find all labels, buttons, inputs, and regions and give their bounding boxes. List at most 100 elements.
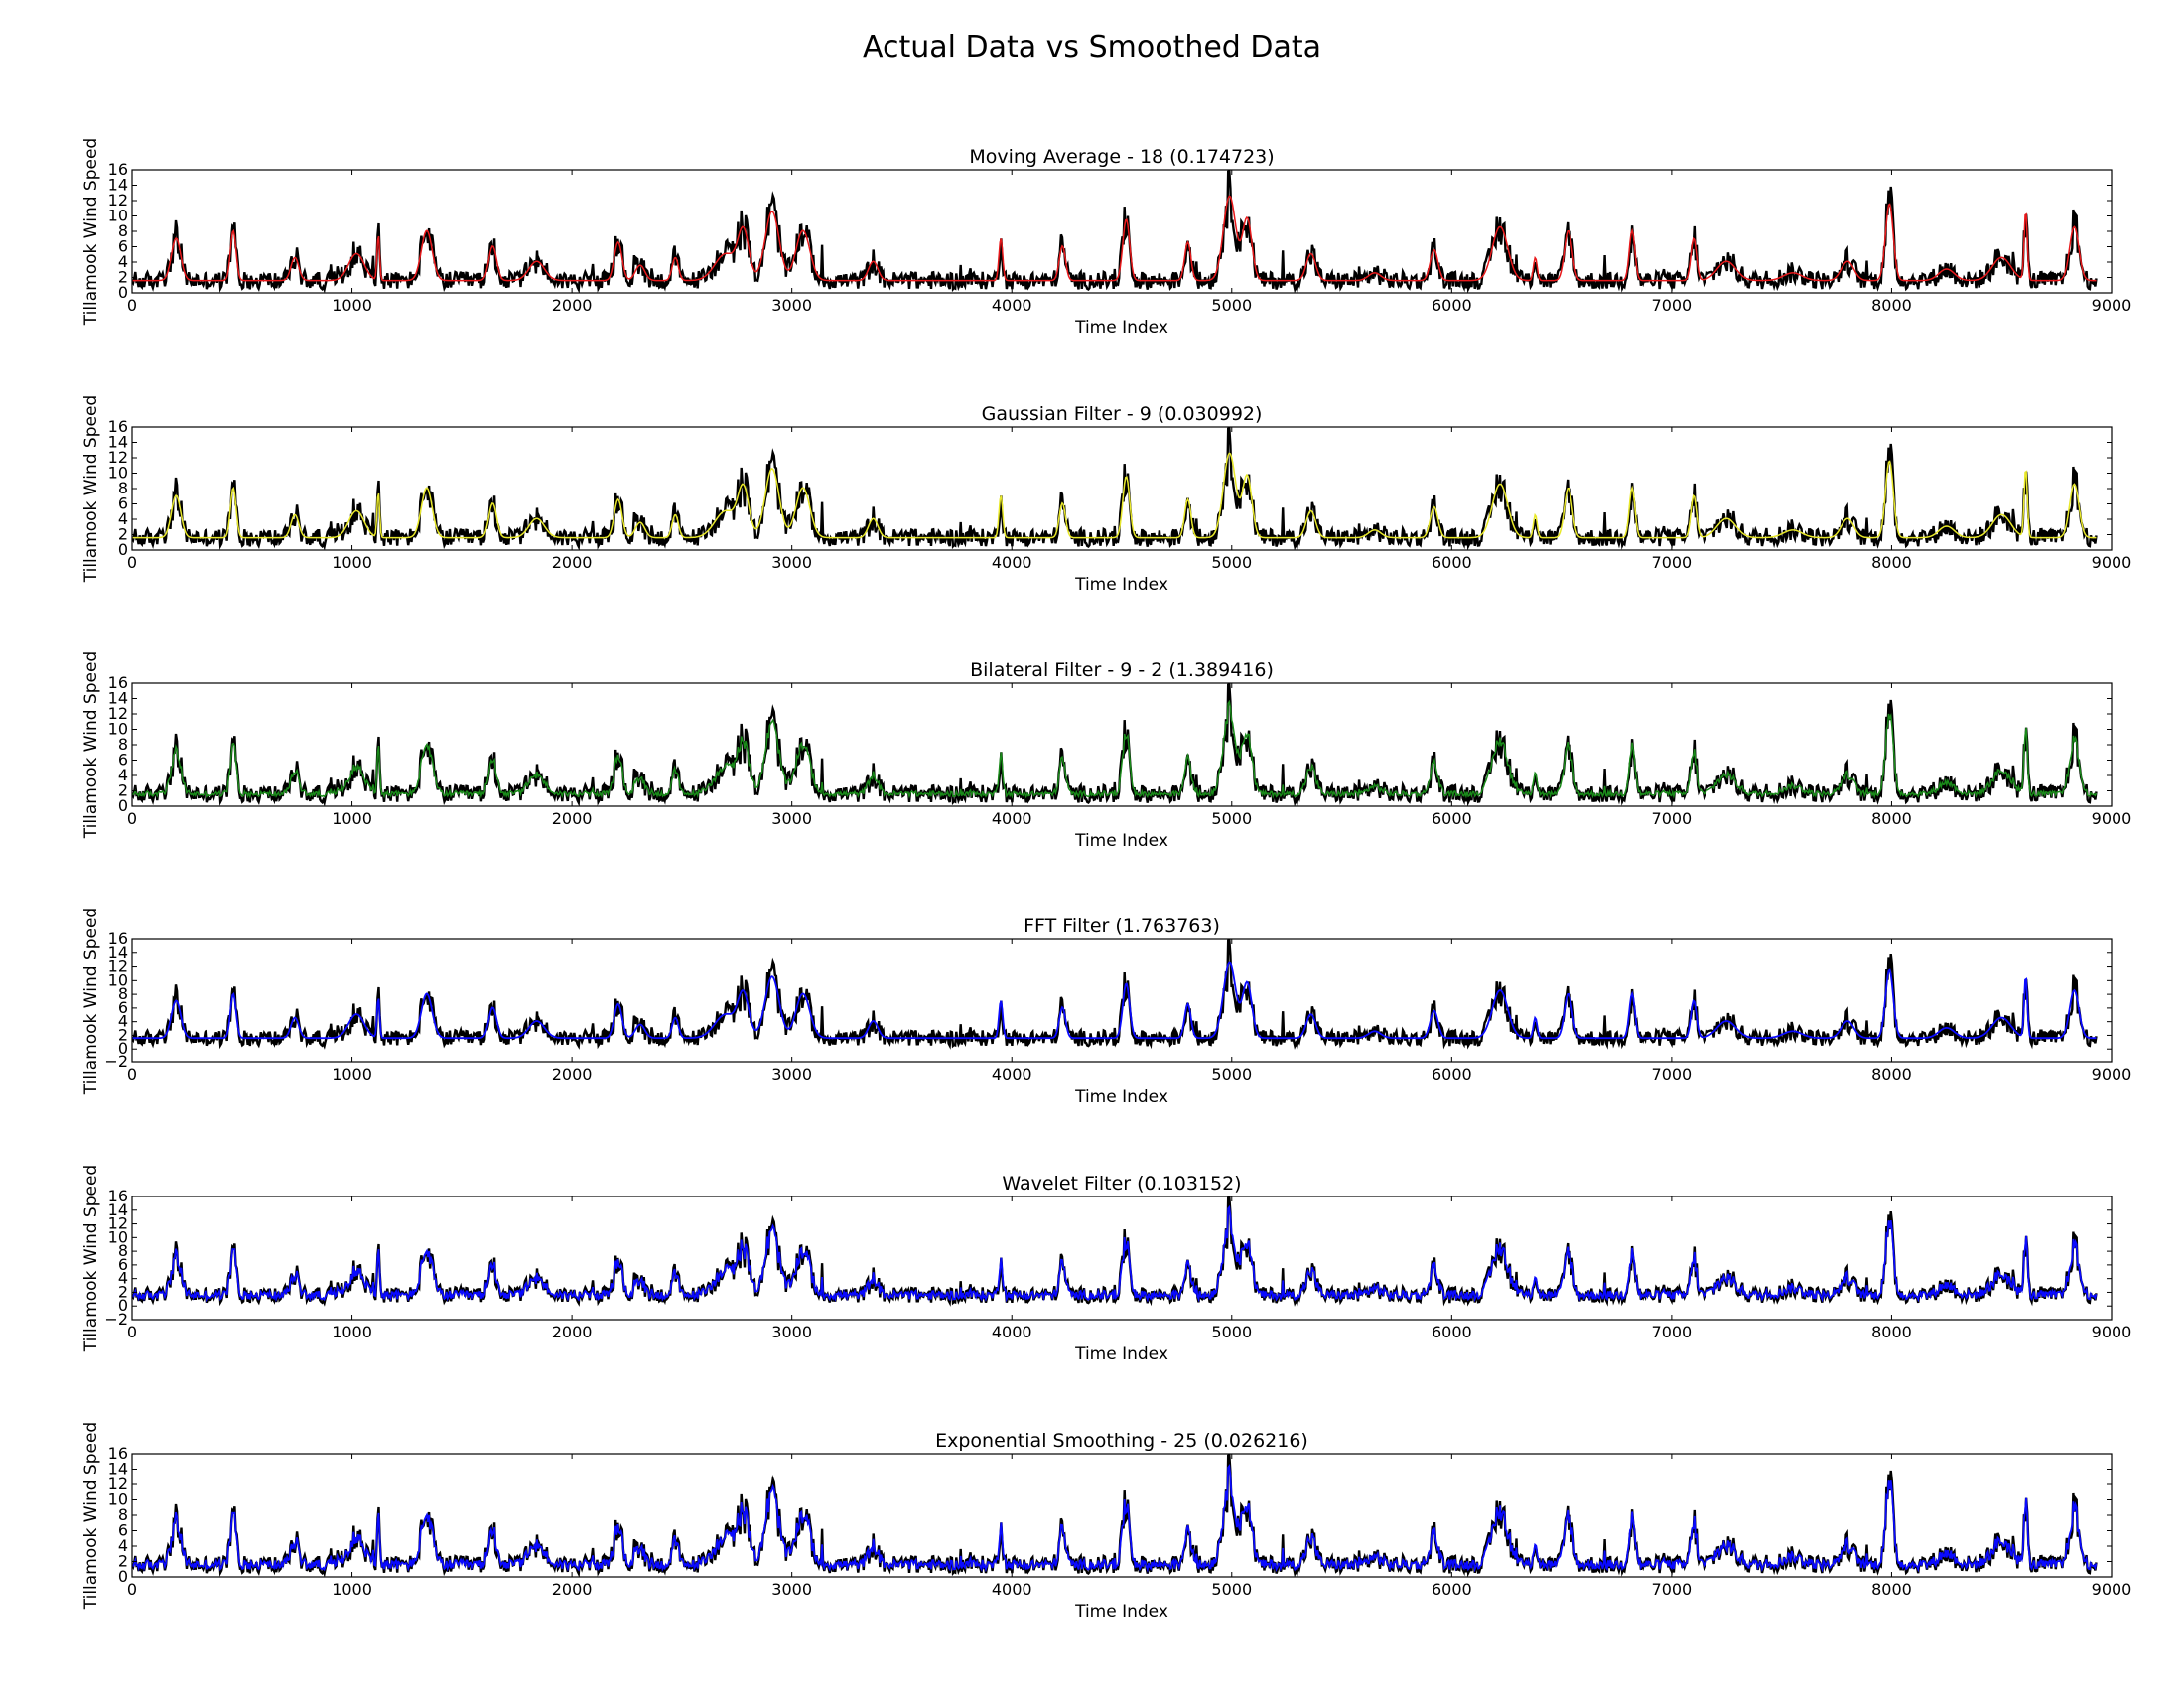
x-tick-label: 1000: [332, 1065, 372, 1084]
x-tick-label: 3000: [771, 553, 812, 572]
x-tick-label: 6000: [1432, 296, 1472, 315]
subplot-title: Exponential Smoothing - 25 (0.026216): [935, 1430, 1308, 1452]
x-tick-label: 8000: [1871, 809, 1912, 828]
subplot-1: Moving Average - 18 (0.174723) 0 1000 2000 3…: [81, 138, 2131, 338]
x-tick-label: 2000: [552, 1065, 593, 1084]
y-tick-label: 16: [108, 1187, 128, 1205]
y-tick-label: 16: [108, 417, 128, 436]
y-axis-label: Tillamook Wind Speed: [81, 908, 101, 1095]
x-tick-label: 7000: [1652, 553, 1693, 572]
x-tick-label: 6000: [1432, 1323, 1472, 1341]
y-tick-label: 8: [118, 735, 128, 754]
x-tick-label: 2000: [552, 809, 593, 828]
x-tick-label: 1000: [332, 296, 372, 315]
x-tick-label: 5000: [1211, 553, 1252, 572]
y-tick-label: 10: [108, 464, 128, 483]
y-tick-label: 2: [118, 1552, 128, 1571]
x-tick-label: 5000: [1211, 809, 1252, 828]
smoothed-series-line: [132, 961, 2097, 1040]
y-tick-label: 2: [118, 1025, 128, 1044]
x-tick-label: 9000: [2092, 1323, 2132, 1341]
y-tick-label: 16: [108, 929, 128, 948]
y-tick-label: 14: [108, 433, 128, 452]
x-tick-label: 9000: [2092, 809, 2132, 828]
y-axis-label: Tillamook Wind Speed: [81, 1165, 101, 1352]
y-tick-label: 2: [118, 1282, 128, 1301]
x-tick-label: 8000: [1871, 1580, 1912, 1599]
x-tick-label: 5000: [1211, 1580, 1252, 1599]
y-tick-label: 4: [118, 1269, 128, 1288]
x-tick-label: 4000: [992, 1580, 1032, 1599]
x-axis-label: Time Index: [1074, 1087, 1168, 1107]
y-tick-label: 8: [118, 1241, 128, 1260]
x-tick-label: 0: [127, 296, 137, 315]
y-tick-label: 10: [108, 1490, 128, 1509]
y-tick-label: 4: [118, 252, 128, 271]
x-axis-label: Time Index: [1074, 831, 1168, 851]
y-axis-label: Tillamook Wind Speed: [81, 1422, 101, 1610]
y-tick-label: 8: [118, 984, 128, 1003]
x-tick-label: 5000: [1211, 1065, 1252, 1084]
y-tick-label: 0: [118, 796, 128, 815]
x-axis-label: Time Index: [1074, 1602, 1168, 1621]
y-tick-label: 0: [118, 540, 128, 559]
y-tick-label: 4: [118, 766, 128, 784]
x-tick-label: 4000: [992, 553, 1032, 572]
y-tick-label: −2: [104, 1310, 128, 1329]
x-tick-label: 7000: [1652, 1323, 1693, 1341]
y-tick-label: 8: [118, 1505, 128, 1524]
y-tick-label: 12: [108, 957, 128, 976]
y-tick-label: 10: [108, 720, 128, 739]
y-tick-label: 4: [118, 509, 128, 528]
y-axis-label: Tillamook Wind Speed: [81, 395, 101, 583]
x-tick-label: 8000: [1871, 553, 1912, 572]
subplot-title: Wavelet Filter (0.103152): [1002, 1173, 1241, 1195]
smoothed-series-line: [132, 699, 2098, 800]
subplots: Moving Average - 18 (0.174723)0 1000 2000 3…: [81, 138, 2131, 1621]
y-tick-label: 12: [108, 191, 128, 210]
x-tick-label: 3000: [771, 1580, 812, 1599]
subplot-4: FFT Filter (1.763763) 0 1000 2000 3000 4000 50…: [81, 908, 2131, 1107]
x-tick-label: 6000: [1432, 809, 1472, 828]
y-tick-label: 14: [108, 1460, 128, 1478]
x-tick-label: 1000: [332, 1323, 372, 1341]
subplot-title: Moving Average - 18 (0.174723): [969, 146, 1274, 168]
smoothed-series-line: [132, 452, 2097, 539]
x-tick-label: 2000: [552, 553, 593, 572]
x-tick-label: 1000: [332, 809, 372, 828]
y-tick-label: 10: [108, 970, 128, 989]
x-tick-label: 1000: [332, 553, 372, 572]
y-tick-label: 2: [118, 525, 128, 544]
y-tick-label: 4: [118, 1536, 128, 1555]
x-tick-label: 3000: [771, 809, 812, 828]
x-tick-label: 0: [127, 1323, 137, 1341]
y-tick-label: 6: [118, 1521, 128, 1540]
y-tick-label: 12: [108, 448, 128, 467]
y-tick-label: 8: [118, 221, 128, 240]
x-tick-label: 5000: [1211, 296, 1252, 315]
x-tick-label: 6000: [1432, 1580, 1472, 1599]
x-tick-label: 3000: [771, 1065, 812, 1084]
y-tick-label: 16: [108, 160, 128, 179]
x-tick-label: 9000: [2092, 553, 2132, 572]
x-tick-label: 9000: [2092, 296, 2132, 315]
y-axis-label: Tillamook Wind Speed: [81, 138, 101, 326]
y-tick-label: 2: [118, 268, 128, 287]
y-tick-label: 14: [108, 689, 128, 708]
y-tick-label: 14: [108, 943, 128, 962]
y-tick-label: 16: [108, 673, 128, 692]
x-tick-label: 6000: [1432, 553, 1472, 572]
x-tick-label: 3000: [771, 296, 812, 315]
y-tick-label: 6: [118, 1255, 128, 1274]
y-tick-label: 4: [118, 1012, 128, 1031]
y-tick-label: 14: [108, 1200, 128, 1219]
x-tick-label: 4000: [992, 1323, 1032, 1341]
x-tick-label: 7000: [1652, 809, 1693, 828]
y-tick-label: 12: [108, 1214, 128, 1233]
x-tick-label: 6000: [1432, 1065, 1472, 1084]
x-tick-label: 3000: [771, 1323, 812, 1341]
x-tick-label: 8000: [1871, 1065, 1912, 1084]
x-tick-label: 8000: [1871, 1323, 1912, 1341]
y-axis-label: Tillamook Wind Speed: [81, 651, 101, 839]
